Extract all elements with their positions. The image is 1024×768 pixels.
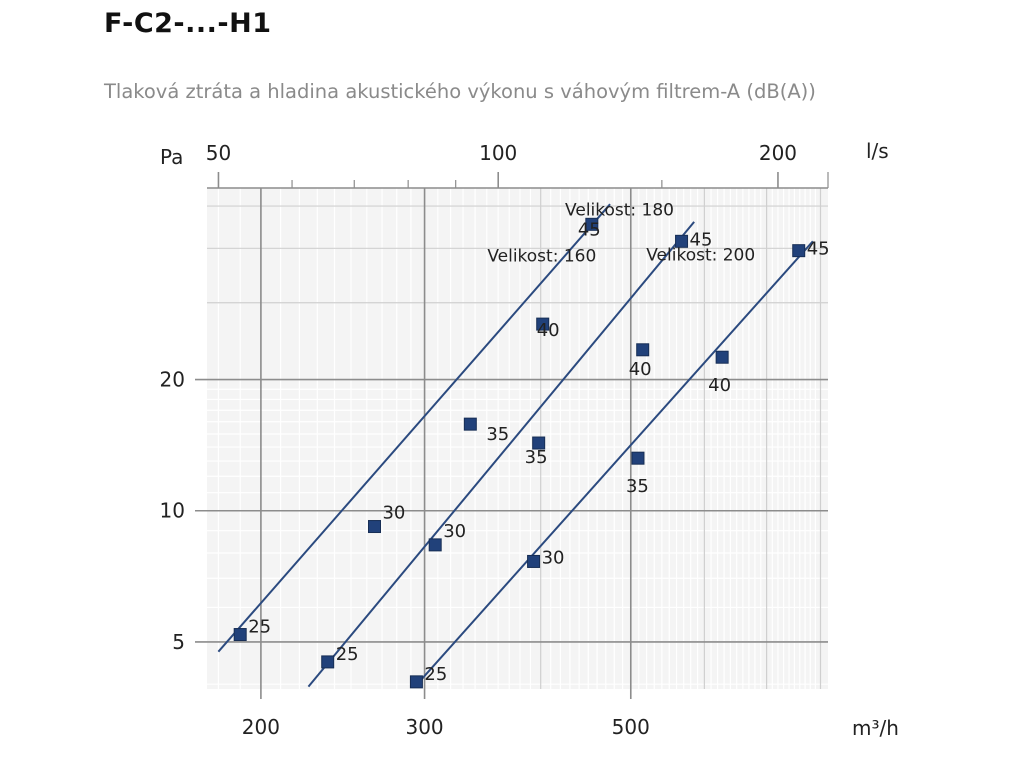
data-point [585, 217, 599, 231]
series-line [217, 203, 611, 653]
data-point [233, 628, 247, 642]
data-point [715, 350, 729, 364]
y-tick-label: 20 [160, 368, 185, 392]
data-point [631, 451, 645, 465]
y-axis-label: Pa [160, 145, 183, 169]
top-x-axis-label: l/s [866, 139, 889, 163]
point-label: 40 [629, 359, 652, 380]
data-point [409, 675, 423, 689]
y-tick-label: 5 [172, 630, 185, 654]
x-tick-label: 300 [405, 715, 443, 739]
point-label: 35 [525, 447, 548, 468]
data-point [792, 244, 806, 258]
x-tick-label: 500 [612, 715, 650, 739]
point-label: 45 [690, 229, 713, 250]
top-x-tick-label: 50 [206, 141, 231, 165]
series-line [307, 221, 695, 688]
series-label: Velikost: 180 [565, 200, 674, 220]
data-point [536, 317, 550, 331]
chart-subtitle: Tlaková ztráta a hladina akustického výk… [104, 80, 816, 103]
point-label: 30 [382, 503, 405, 524]
x-axis-label: m³/h [852, 716, 899, 740]
point-label: 30 [443, 521, 466, 542]
y-tick-label: 10 [160, 499, 185, 523]
chart-title: F-C2-...-H1 [104, 8, 272, 39]
point-label: 25 [248, 617, 271, 638]
data-point [321, 655, 335, 669]
point-label: 40 [708, 375, 731, 396]
data-point [527, 554, 541, 568]
point-label: 25 [424, 664, 447, 685]
top-x-tick-label: 200 [759, 141, 797, 165]
series-label: Velikost: 200 [646, 246, 755, 266]
series-label: Velikost: 160 [487, 246, 596, 266]
series-line [414, 240, 814, 688]
data-point [636, 343, 650, 357]
point-label: 35 [486, 424, 509, 445]
data-point [532, 436, 546, 450]
data-point [367, 520, 381, 534]
point-label: 45 [578, 219, 601, 240]
data-point [428, 538, 442, 552]
point-label: 30 [542, 547, 565, 568]
point-label: 35 [626, 476, 649, 497]
data-point [463, 417, 477, 431]
top-x-tick-label: 100 [479, 141, 517, 165]
data-point [675, 234, 689, 248]
point-label: 40 [537, 320, 560, 341]
point-label: 25 [336, 644, 359, 665]
x-tick-label: 200 [242, 715, 280, 739]
point-label: 45 [807, 239, 830, 260]
